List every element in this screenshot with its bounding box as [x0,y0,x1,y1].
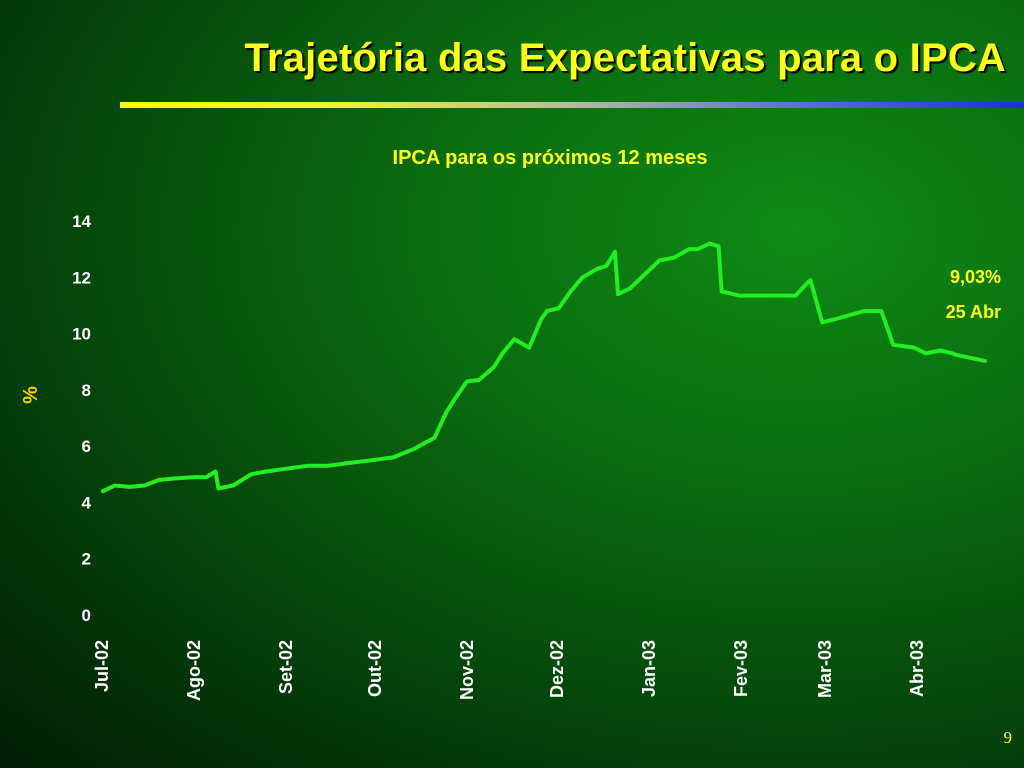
y-tick-label: 14 [72,212,91,231]
annotation-label: 9,03% [950,267,1001,287]
x-tick-label: Ago-02 [184,640,204,701]
x-tick-label: Dez-02 [547,640,567,698]
y-tick-label: 6 [82,437,91,456]
y-tick-label: 0 [82,606,91,625]
x-tick-label: Jul-02 [92,640,112,692]
x-tick-label: Fev-03 [731,640,751,697]
series-group [101,241,987,494]
y-tick-label: 10 [72,325,91,344]
x-tick-label: Out-02 [365,640,385,697]
series-line [101,241,987,494]
annotation-label: 25 Abr [946,302,1001,322]
y-axis-label: % [20,386,42,404]
x-tick-label: Jan-03 [639,640,659,697]
x-tick-label: Set-02 [276,640,296,694]
slide-title: Trajetória das Expectativas para o IPCA [244,36,1006,80]
title-underline [120,102,1024,108]
y-tick-label: 12 [72,268,91,287]
chart-title: IPCA para os próximos 12 meses [392,147,708,169]
x-tick-label: Abr-03 [907,640,927,697]
x-axis-ticks: Jul-02 Ago-02 Set-02 Out-02 Nov-02 Dez-02 Jan-… [92,640,927,701]
x-tick-label: Mar-03 [815,640,835,698]
y-tick-label: 2 [82,550,91,569]
y-axis-title: % [20,386,42,404]
y-tick-label: 8 [82,381,91,400]
x-tick-label: Nov-02 [457,640,477,700]
page-number: 9 [1003,728,1013,747]
y-axis-ticks: 0 2 4 6 8 10 12 14 [72,212,91,625]
annotations: 9,03% 25 Abr [946,267,1001,322]
y-tick-label: 4 [82,493,92,512]
